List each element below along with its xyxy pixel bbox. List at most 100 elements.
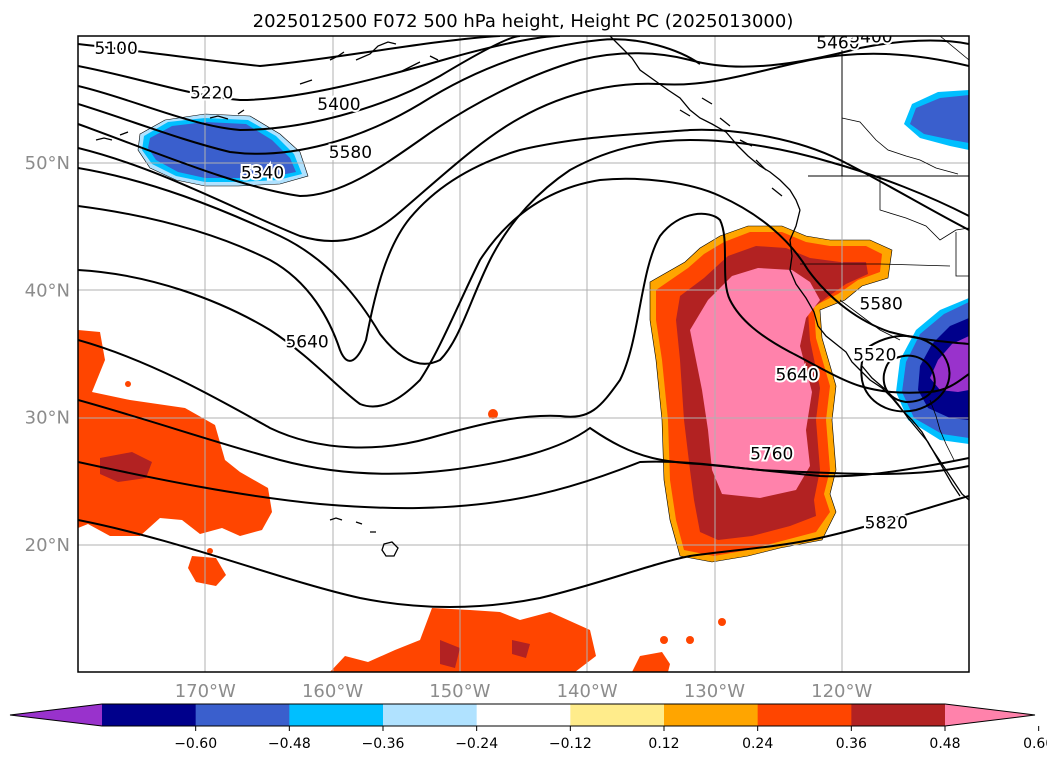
lon-tick-label: 150°W	[429, 681, 490, 702]
lon-tick-label: 140°W	[557, 681, 618, 702]
colorbar-tick-label: 0.12	[648, 736, 679, 752]
contour-5100	[78, 36, 501, 68]
contour-5640	[78, 212, 969, 449]
contour-5460	[78, 138, 969, 365]
anomaly-region-positive	[718, 618, 726, 626]
colorbar-tick-label: 0.24	[742, 736, 773, 752]
contour-label-halo: 5820	[865, 513, 908, 533]
map-area: 5100510051605160522052205340534054005400…	[25, 27, 969, 672]
anomaly-region-positive	[686, 636, 694, 644]
anomaly-region-dark	[512, 640, 530, 658]
colorbar-extend-high	[945, 704, 1035, 726]
contour-5400	[78, 52, 969, 243]
contour-label-halo: 5400	[849, 27, 892, 47]
contour-5160	[78, 36, 561, 102]
contour-5340	[78, 39, 969, 198]
colorbar: −0.60 −0.48 −0.36 −0.24 −0.12 0.12 0.24 0.36 0.4…	[9, 703, 1047, 752]
anomaly-region-pink	[690, 268, 820, 498]
anomaly-region-mid-blue	[910, 95, 969, 143]
anomaly-region-purple	[930, 336, 969, 392]
contour-label: 5220	[190, 83, 233, 103]
contour-label: 5580	[860, 294, 903, 314]
lon-tick-label: 170°W	[175, 681, 236, 702]
lat-tick-label: 40°N	[25, 280, 70, 301]
contour-label-halo: 5100	[95, 39, 138, 59]
contour-label: 5640	[285, 333, 328, 353]
colorbar-segment	[289, 704, 384, 726]
contour-label: 5820	[865, 513, 908, 533]
latitude-tick-labels: 20°N 30°N 40°N 50°N	[25, 153, 70, 556]
contour-5700	[78, 399, 969, 478]
contour-5520	[78, 128, 969, 362]
colorbar-tick-label: 0.36	[836, 736, 867, 752]
contour-label-halo: 5220	[190, 83, 233, 103]
colorbar-tick-label: −0.48	[268, 736, 311, 752]
lon-tick-label: 130°W	[684, 681, 745, 702]
anomaly-region-positive	[78, 330, 272, 536]
lon-tick-label: 160°W	[302, 681, 363, 702]
anomaly-region-positive	[488, 409, 498, 419]
contour-label-halo: 5580	[329, 143, 372, 163]
contour-label-halo: 5340	[241, 163, 284, 183]
contour-label-halo: 5520	[853, 345, 896, 365]
lat-tick-label: 50°N	[25, 153, 70, 174]
colorbar-tick-label: 0.60	[1023, 736, 1047, 752]
contour-label: 5640	[776, 366, 819, 386]
lon-tick-label: 120°W	[811, 681, 872, 702]
contour-label: 5400	[849, 27, 892, 47]
contour-5760	[78, 460, 969, 510]
contour-5220	[78, 36, 521, 132]
anomaly-region-positive	[207, 548, 213, 554]
anomaly-region-positive	[125, 381, 131, 387]
colorbar-outline	[9, 703, 1036, 727]
anomaly-region-dark	[440, 640, 460, 668]
colorbar-segment	[570, 704, 665, 726]
colorbar-tick-label: −0.60	[174, 736, 217, 752]
lat-tick-label: 30°N	[25, 408, 70, 429]
longitude-tick-labels: 170°W 160°W 150°W 140°W 130°W 120°W	[175, 681, 873, 702]
shading-layer	[78, 90, 969, 672]
anomaly-region-positive	[632, 652, 670, 672]
contour-label-halo: 5580	[860, 294, 903, 314]
contour-5580	[78, 177, 969, 408]
colorbar-extend-low	[10, 704, 102, 726]
coastlines	[95, 36, 969, 557]
contour-5280	[78, 38, 701, 155]
shading-outline	[137, 113, 893, 563]
contour-label-halo: 5160	[25, 66, 68, 86]
contour-labels: 5100510051605160522052205340534054005400…	[25, 27, 910, 535]
map-frame	[77, 35, 970, 673]
contour-label-halo: 5400	[317, 95, 360, 115]
lat-tick-label: 20°N	[25, 535, 70, 556]
colorbar-tick-label: −0.36	[362, 736, 405, 752]
colorbar-segment	[476, 704, 571, 726]
contour-label: 5340	[241, 163, 284, 183]
contour-label-halo: 5460	[816, 34, 859, 54]
colorbar-tick-label: 0.48	[929, 736, 960, 752]
colorbar-segment	[195, 704, 290, 726]
contour-label: 5160	[25, 66, 68, 86]
anomaly-region-positive	[660, 636, 668, 644]
contour-label: 5100	[95, 39, 138, 59]
contour-label: 5580	[329, 143, 372, 163]
contour-label-halo: 5640	[285, 333, 328, 353]
contour-closed-low-2	[882, 354, 936, 404]
contour-5820	[78, 495, 969, 608]
chart-title: 2025012500 F072 500 hPa height, Height P…	[253, 11, 794, 32]
contour-closed-low	[860, 334, 951, 413]
colorbar-tick-label: −0.24	[455, 736, 498, 752]
colorbar-segment	[757, 704, 852, 726]
colorbar-segment	[664, 704, 759, 726]
colorbar-segment	[383, 704, 478, 726]
contour-label: 5460	[816, 34, 859, 54]
contour-label-halo: 5640	[776, 366, 819, 386]
colorbar-segment	[102, 704, 197, 726]
contour-label: 5400	[317, 95, 360, 115]
contour-label: 5760	[750, 445, 793, 465]
colorbar-tick-label: −0.12	[549, 736, 592, 752]
anomaly-region-positive	[330, 608, 596, 672]
contour-label: 5520	[853, 345, 896, 365]
anomaly-region-positive	[188, 556, 226, 586]
colorbar-segment	[851, 704, 946, 726]
